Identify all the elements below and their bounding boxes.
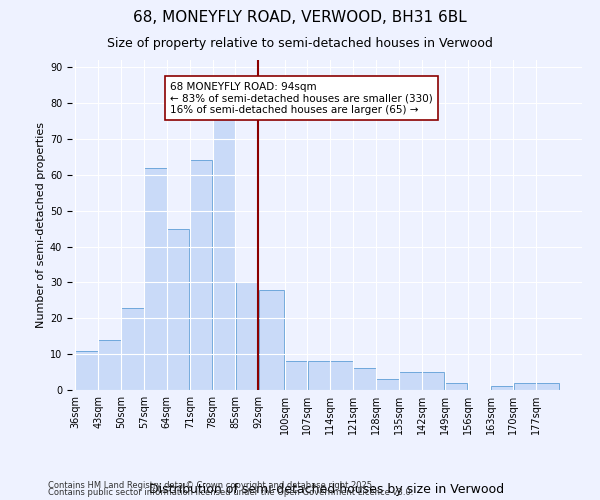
Y-axis label: Number of semi-detached properties: Number of semi-detached properties — [36, 122, 46, 328]
Bar — [167, 228, 190, 390]
Bar — [259, 290, 284, 390]
Bar — [514, 383, 536, 390]
Bar — [144, 168, 167, 390]
Bar — [536, 383, 559, 390]
Text: Size of property relative to semi-detached houses in Verwood: Size of property relative to semi-detach… — [107, 38, 493, 51]
Bar — [445, 383, 467, 390]
Bar — [213, 118, 235, 390]
X-axis label: Distribution of semi-detached houses by size in Verwood: Distribution of semi-detached houses by … — [149, 483, 505, 496]
Bar — [98, 340, 121, 390]
Bar — [236, 282, 258, 390]
Bar — [76, 350, 98, 390]
Bar — [190, 160, 212, 390]
Bar — [399, 372, 422, 390]
Bar — [308, 362, 330, 390]
Bar — [491, 386, 513, 390]
Bar — [422, 372, 445, 390]
Bar — [121, 308, 143, 390]
Text: 68 MONEYFLY ROAD: 94sqm
← 83% of semi-detached houses are smaller (330)
16% of s: 68 MONEYFLY ROAD: 94sqm ← 83% of semi-de… — [170, 82, 433, 114]
Bar — [331, 362, 353, 390]
Text: 68, MONEYFLY ROAD, VERWOOD, BH31 6BL: 68, MONEYFLY ROAD, VERWOOD, BH31 6BL — [133, 10, 467, 25]
Bar — [376, 379, 398, 390]
Bar — [353, 368, 376, 390]
Bar — [285, 362, 307, 390]
Text: Contains HM Land Registry data © Crown copyright and database right 2025.: Contains HM Land Registry data © Crown c… — [48, 480, 374, 490]
Text: Contains public sector information licensed under the Open Government Licence v3: Contains public sector information licen… — [48, 488, 413, 497]
